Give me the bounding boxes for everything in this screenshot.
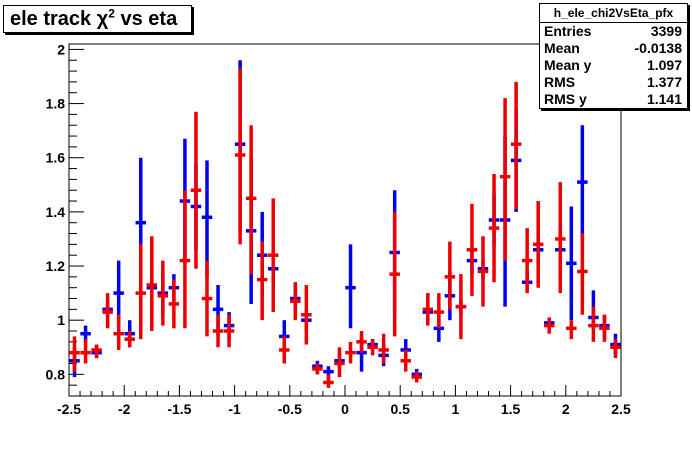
stats-value: 3399 — [650, 23, 682, 39]
x-tick-label: 0.5 — [390, 401, 410, 417]
x-tick-label: -0.5 — [278, 401, 302, 417]
y-tick-label: 2 — [57, 41, 65, 57]
stats-value: 1.377 — [646, 74, 682, 90]
y-tick-label: 1.2 — [46, 258, 66, 274]
x-tick-label: 1 — [452, 401, 460, 417]
y-tick-label: 1.4 — [46, 204, 66, 220]
y-tick-labels: 0.8 1 1.2 1.4 1.6 1.8 2 — [46, 41, 66, 382]
stats-value: 1.097 — [646, 57, 682, 73]
x-tick-label: -1 — [228, 401, 241, 417]
x-tick-label: -2 — [118, 401, 131, 417]
stats-row-rms: RMS 1.377 — [540, 74, 687, 91]
y-tick-label: 0.8 — [46, 366, 66, 382]
plot-frame — [68, 43, 622, 397]
x-tick-labels: -2.5 -2 -1.5 -1 -0.5 0 0.5 1 1.5 2 2.5 — [57, 401, 631, 417]
series-group — [69, 68, 621, 388]
chart-title: ele track χ2 vs eta — [3, 5, 192, 33]
stats-value: 1.141 — [646, 91, 682, 107]
x-tick-label: 1.5 — [501, 401, 521, 417]
stats-row-mean: Mean -0.0138 — [540, 40, 687, 57]
stats-label: Entries — [544, 23, 592, 39]
title-prefix: ele track — [10, 8, 97, 30]
x-tick-label: 2 — [562, 401, 570, 417]
x-tick-label: -2.5 — [57, 401, 81, 417]
x-tick-label: -1.5 — [167, 401, 191, 417]
data-series — [69, 60, 621, 388]
title-suffix: vs eta — [114, 8, 178, 30]
y-tick-label: 1 — [57, 312, 65, 328]
stats-row-rms-y: RMS y 1.141 — [540, 91, 687, 108]
title-sup: 2 — [108, 6, 115, 21]
stats-label: Mean y — [544, 57, 592, 73]
stats-value: -0.0138 — [634, 40, 682, 56]
stats-row-mean-y: Mean y 1.097 — [540, 57, 687, 74]
stats-name: h_ele_chi2VsEta_pfx — [540, 4, 687, 23]
stats-box: h_ele_chi2VsEta_pfx Entries 3399 Mean -0… — [539, 3, 688, 109]
x-tick-label: 0 — [341, 401, 349, 417]
stats-label: RMS — [544, 74, 576, 90]
x-tick-label: 2.5 — [611, 401, 631, 417]
stats-label: RMS y — [544, 91, 587, 107]
stats-row-entries: Entries 3399 — [540, 23, 687, 40]
stats-label: Mean — [544, 40, 580, 56]
y-tick-label: 1.6 — [46, 150, 66, 166]
title-chi: χ — [96, 8, 109, 30]
y-tick-label: 1.8 — [46, 96, 66, 112]
